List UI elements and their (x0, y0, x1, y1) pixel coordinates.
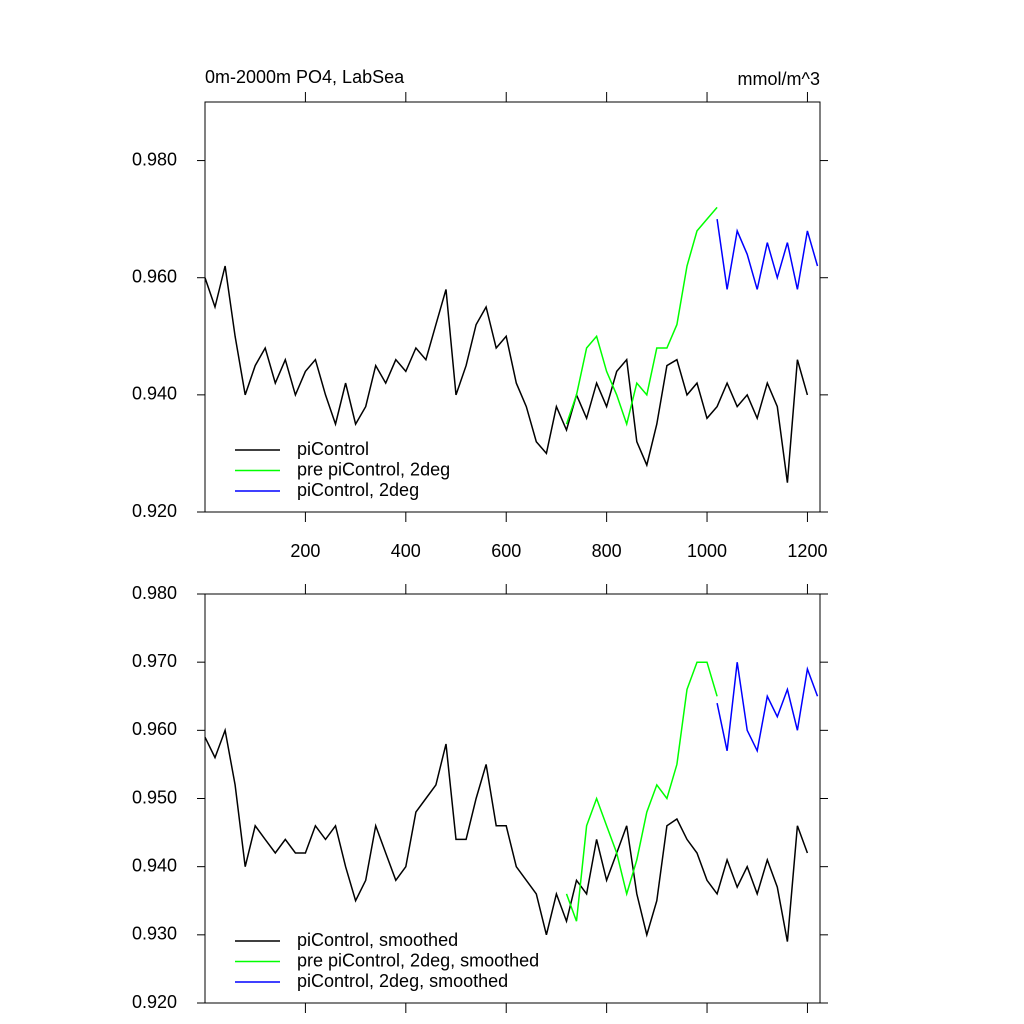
x-tick-label: 200 (290, 541, 320, 561)
legend-label: piControl, smoothed (297, 930, 458, 950)
series-line (204, 727, 809, 942)
y-tick-label: 0.980 (132, 149, 177, 169)
legend-label: piControl, 2deg, smoothed (297, 971, 508, 991)
y-tick-label: 0.970 (132, 651, 177, 671)
series-line (716, 662, 819, 754)
x-tick-label: 1200 (787, 541, 827, 561)
y-tick-label: 0.960 (132, 266, 177, 286)
y-tick-label: 0.960 (132, 719, 177, 739)
x-tick-label: 600 (491, 541, 521, 561)
y-tick-label: 0.920 (132, 501, 177, 521)
series-line (204, 265, 809, 483)
y-tick-label: 0.980 (132, 583, 177, 603)
chart-title: 0m-2000m PO4, LabSea (205, 67, 405, 87)
y-tick-label: 0.950 (132, 787, 177, 807)
y-tick-label: 0.940 (132, 384, 177, 404)
y-tick-label: 0.930 (132, 924, 177, 944)
legend-label: pre piControl, 2deg, smoothed (297, 950, 539, 970)
plot-frame (204, 101, 821, 513)
legend-label: piControl, 2deg (297, 480, 419, 500)
legend-label: pre piControl, 2deg (297, 459, 450, 479)
y-tick-label: 0.940 (132, 855, 177, 875)
legend-label: piControl (297, 439, 369, 459)
units-label: mmol/m^3 (738, 69, 820, 89)
series-line (565, 661, 718, 922)
x-tick-label: 800 (592, 541, 622, 561)
series-line (716, 218, 819, 290)
y-tick-label: 0.920 (132, 992, 177, 1012)
x-tick-label: 1000 (687, 541, 727, 561)
x-tick-label: 400 (391, 541, 421, 561)
series-line (565, 206, 718, 427)
